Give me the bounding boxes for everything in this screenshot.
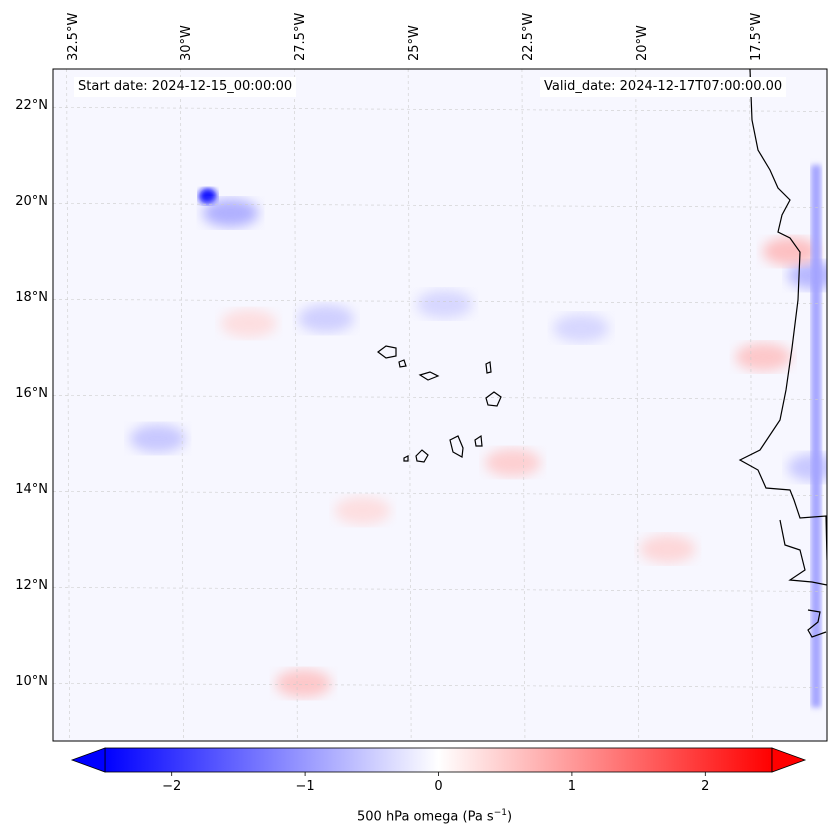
ascent-region <box>202 199 259 227</box>
descent-region <box>762 237 819 266</box>
cape-verde-boa-vista <box>485 391 502 407</box>
colorbar-bar <box>104 747 773 773</box>
longitude-label: 32.5°W <box>65 12 81 61</box>
descent-region <box>735 343 792 371</box>
descent-region <box>639 535 696 563</box>
descent-region <box>334 496 391 525</box>
longitude-label: 20°W <box>634 25 650 61</box>
omega-field-layer <box>129 165 827 708</box>
cape-verde-santo-antao <box>377 345 397 359</box>
coastlines <box>377 69 827 638</box>
meridian-line <box>749 69 753 741</box>
colorbar-title-prefix: 500 hPa omega (Pa s <box>357 809 494 825</box>
descent-region <box>220 309 277 338</box>
coastal-ascent-band <box>811 165 822 708</box>
latitude-label: 14°N <box>15 482 48 498</box>
meridian-line <box>294 69 298 741</box>
gridlines <box>53 69 827 741</box>
colorbar-tick-label: −1 <box>295 779 315 794</box>
colorbar-extend-low <box>70 747 106 773</box>
descent-region <box>275 669 332 698</box>
colorbar-tick-label: 0 <box>434 779 443 794</box>
cape-verde-sao-nicolau <box>418 371 440 381</box>
colorbar-tick-label: 1 <box>567 779 577 794</box>
longitude-label: 22.5°W <box>520 12 536 61</box>
meridian-line <box>180 69 184 741</box>
cape-verde-sal <box>485 361 492 374</box>
cape-verde-santiago <box>449 435 464 458</box>
colorbar <box>70 747 807 776</box>
colorbar-tick-marks <box>171 772 706 776</box>
latitude-label: 12°N <box>15 578 48 594</box>
meridian-line <box>521 69 526 741</box>
map-background <box>53 69 827 741</box>
colorbar-tick-label: −2 <box>162 779 182 794</box>
longitude-label: 17.5°W <box>748 12 764 61</box>
latitude-label: 18°N <box>15 290 48 306</box>
meridian-line <box>407 69 412 741</box>
longitude-label: 27.5°W <box>293 12 309 61</box>
ascent-region <box>129 424 186 453</box>
latitude-label: 22°N <box>15 98 48 114</box>
africa-coastline <box>738 69 827 638</box>
colorbar-tick-label: 2 <box>701 779 710 794</box>
descent-region <box>484 448 541 477</box>
map-frame <box>52 68 828 742</box>
ascent-region <box>416 290 473 319</box>
cape-verde-fogo <box>415 449 429 463</box>
cape-verde-brava <box>403 455 409 462</box>
colorbar-extend-high <box>771 747 807 773</box>
latitude-label: 16°N <box>15 386 48 402</box>
longitude-label: 25°W <box>407 25 423 61</box>
cape-verde-maio <box>474 434 483 447</box>
ascent-region <box>298 304 355 333</box>
colorbar-title-suffix: ) <box>506 809 513 825</box>
colorbar-title-exponent: −1 <box>493 808 507 818</box>
latitude-label: 10°N <box>15 674 48 690</box>
meridian-line <box>635 69 640 741</box>
colorbar-title: 500 hPa omega (Pa s−1) <box>357 808 512 824</box>
start-date-label: Start date: 2024-12-15_00:00:00 <box>74 77 297 97</box>
cape-verde-sao-vicente <box>398 359 407 368</box>
ascent-region <box>198 188 217 205</box>
valid-date-label: Valid_date: 2024-12-17T07:00:00.00 <box>540 77 787 97</box>
ascent-region <box>553 314 610 343</box>
latitude-label: 20°N <box>15 194 48 210</box>
meridian-line <box>66 69 70 741</box>
longitude-label: 30°W <box>179 25 195 61</box>
